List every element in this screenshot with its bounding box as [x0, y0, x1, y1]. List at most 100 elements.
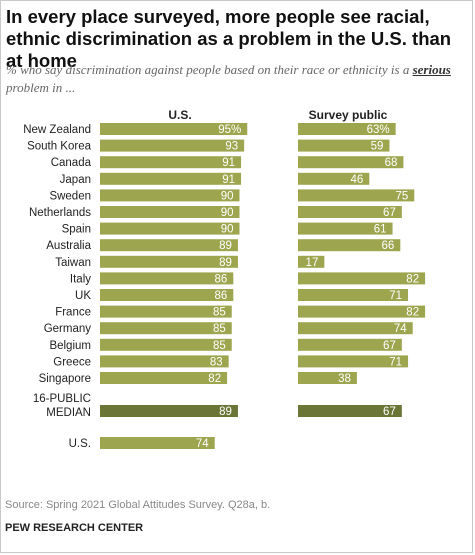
category-label-taiwan: Taiwan	[55, 257, 91, 269]
median-public-value-label: 67	[383, 406, 396, 418]
us-italy-bar	[100, 272, 234, 285]
us-sweden-bar	[100, 189, 240, 202]
public-france-bar	[298, 305, 426, 318]
us-belgium-bar	[100, 338, 232, 351]
category-label-sweden: Sweden	[49, 190, 91, 202]
category-label-italy: Italy	[70, 273, 91, 285]
public-netherlands-bar	[298, 206, 402, 218]
us-france-value-label: 85	[213, 307, 226, 319]
public-canada-value-label: 68	[385, 157, 398, 169]
median-public-bar	[298, 405, 402, 417]
public-uk-value-label: 71	[389, 290, 402, 302]
us-greece-value-label: 83	[210, 356, 223, 368]
public-new-zealand-value-label: 63%	[367, 124, 390, 136]
public-taiwan-value-label: 17	[306, 257, 319, 269]
chart-title: In every place surveyed, more people see…	[6, 6, 452, 71]
median-label-line1: 16-PUBLIC	[33, 393, 91, 405]
category-label-australia: Australia	[46, 240, 91, 252]
public-south-korea-bar	[298, 139, 390, 152]
us-canada-value-label: 91	[222, 157, 235, 169]
subtitle-emphasis: serious	[412, 62, 451, 77]
median-us-value-label: 89	[219, 406, 232, 418]
public-taiwan-bar	[298, 255, 325, 268]
public-spain-value-label: 61	[374, 224, 387, 236]
us-netherlands-bar	[100, 206, 240, 218]
subtitle-text: % who say discrimination against people …	[6, 62, 413, 77]
category-label-germany: Germany	[44, 323, 92, 335]
public-netherlands-value-label: 67	[383, 207, 396, 219]
us-australia-bar	[100, 239, 238, 252]
median-label-line2: MEDIAN	[46, 407, 91, 419]
us-new-zealand-value-label: 95%	[218, 124, 241, 136]
us-canada-bar	[100, 156, 242, 169]
public-japan-bar	[298, 172, 370, 185]
us-australia-value-label: 89	[219, 240, 232, 252]
public-italy-bar	[298, 272, 426, 285]
us-spain-value-label: 90	[221, 224, 234, 236]
category-label-uk: UK	[75, 290, 91, 302]
series-header-survey-public: Survey public	[309, 108, 388, 122]
subtitle-text-end: problem in ...	[6, 80, 76, 95]
series-header-us: U.S.	[168, 108, 191, 122]
us-uk-bar	[100, 289, 234, 301]
chart-subtitle: % who say discrimination against people …	[6, 61, 468, 97]
us-france-bar	[100, 305, 232, 318]
us-germany-bar	[100, 322, 232, 335]
public-sweden-value-label: 75	[395, 190, 408, 202]
us-spain-bar	[100, 222, 240, 235]
us-netherlands-value-label: 90	[221, 207, 234, 219]
public-germany-value-label: 74	[394, 323, 407, 335]
category-label-japan: Japan	[60, 174, 91, 186]
category-label-greece: Greece	[53, 356, 91, 368]
public-australia-value-label: 66	[382, 240, 395, 252]
us-belgium-value-label: 85	[213, 340, 226, 352]
public-greece-value-label: 71	[389, 356, 402, 368]
us-taiwan-value-label: 89	[219, 257, 232, 269]
public-italy-value-label: 82	[406, 273, 419, 285]
us-uk-value-label: 86	[215, 290, 228, 302]
us-sweden-value-label: 90	[221, 190, 234, 202]
organization-name: PEW RESEARCH CENTER	[5, 522, 144, 534]
public-belgium-bar	[298, 338, 402, 351]
public-australia-bar	[298, 239, 401, 252]
us-japan-bar	[100, 172, 242, 185]
us-row-label: U.S.	[69, 438, 91, 450]
public-japan-value-label: 46	[351, 174, 364, 186]
us-south-korea-bar	[100, 139, 245, 152]
category-label-netherlands: Netherlands	[29, 207, 91, 219]
us-new-zealand-bar	[100, 123, 248, 135]
public-spain-bar	[298, 222, 393, 235]
category-label-france: France	[55, 307, 91, 319]
us-row-bar	[100, 437, 215, 449]
us-south-korea-value-label: 93	[225, 141, 238, 153]
category-label-spain: Spain	[62, 224, 91, 236]
us-japan-value-label: 91	[222, 174, 235, 186]
source-note: Source: Spring 2021 Global Attitudes Sur…	[5, 499, 271, 511]
median-us-bar	[100, 405, 238, 417]
public-south-korea-value-label: 59	[371, 141, 384, 153]
public-canada-bar	[298, 156, 404, 169]
us-row-value-label: 74	[196, 438, 209, 450]
category-label-new-zealand: New Zealand	[23, 124, 91, 136]
us-greece-bar	[100, 355, 229, 368]
category-label-singapore: Singapore	[39, 373, 91, 385]
us-singapore-value-label: 82	[208, 373, 221, 385]
category-label-belgium: Belgium	[49, 340, 91, 352]
category-label-south-korea: South Korea	[27, 141, 92, 153]
public-new-zealand-bar	[298, 123, 396, 135]
category-label-canada: Canada	[51, 157, 92, 169]
us-germany-value-label: 85	[213, 323, 226, 335]
public-singapore-bar	[298, 372, 357, 384]
us-taiwan-bar	[100, 255, 238, 268]
public-france-value-label: 82	[406, 307, 419, 319]
us-singapore-bar	[100, 372, 228, 384]
public-sweden-bar	[298, 189, 415, 202]
public-singapore-value-label: 38	[338, 373, 351, 385]
public-greece-bar	[298, 355, 409, 368]
us-italy-value-label: 86	[215, 273, 228, 285]
public-belgium-value-label: 67	[383, 340, 396, 352]
public-germany-bar	[298, 322, 413, 335]
public-uk-bar	[298, 289, 409, 301]
